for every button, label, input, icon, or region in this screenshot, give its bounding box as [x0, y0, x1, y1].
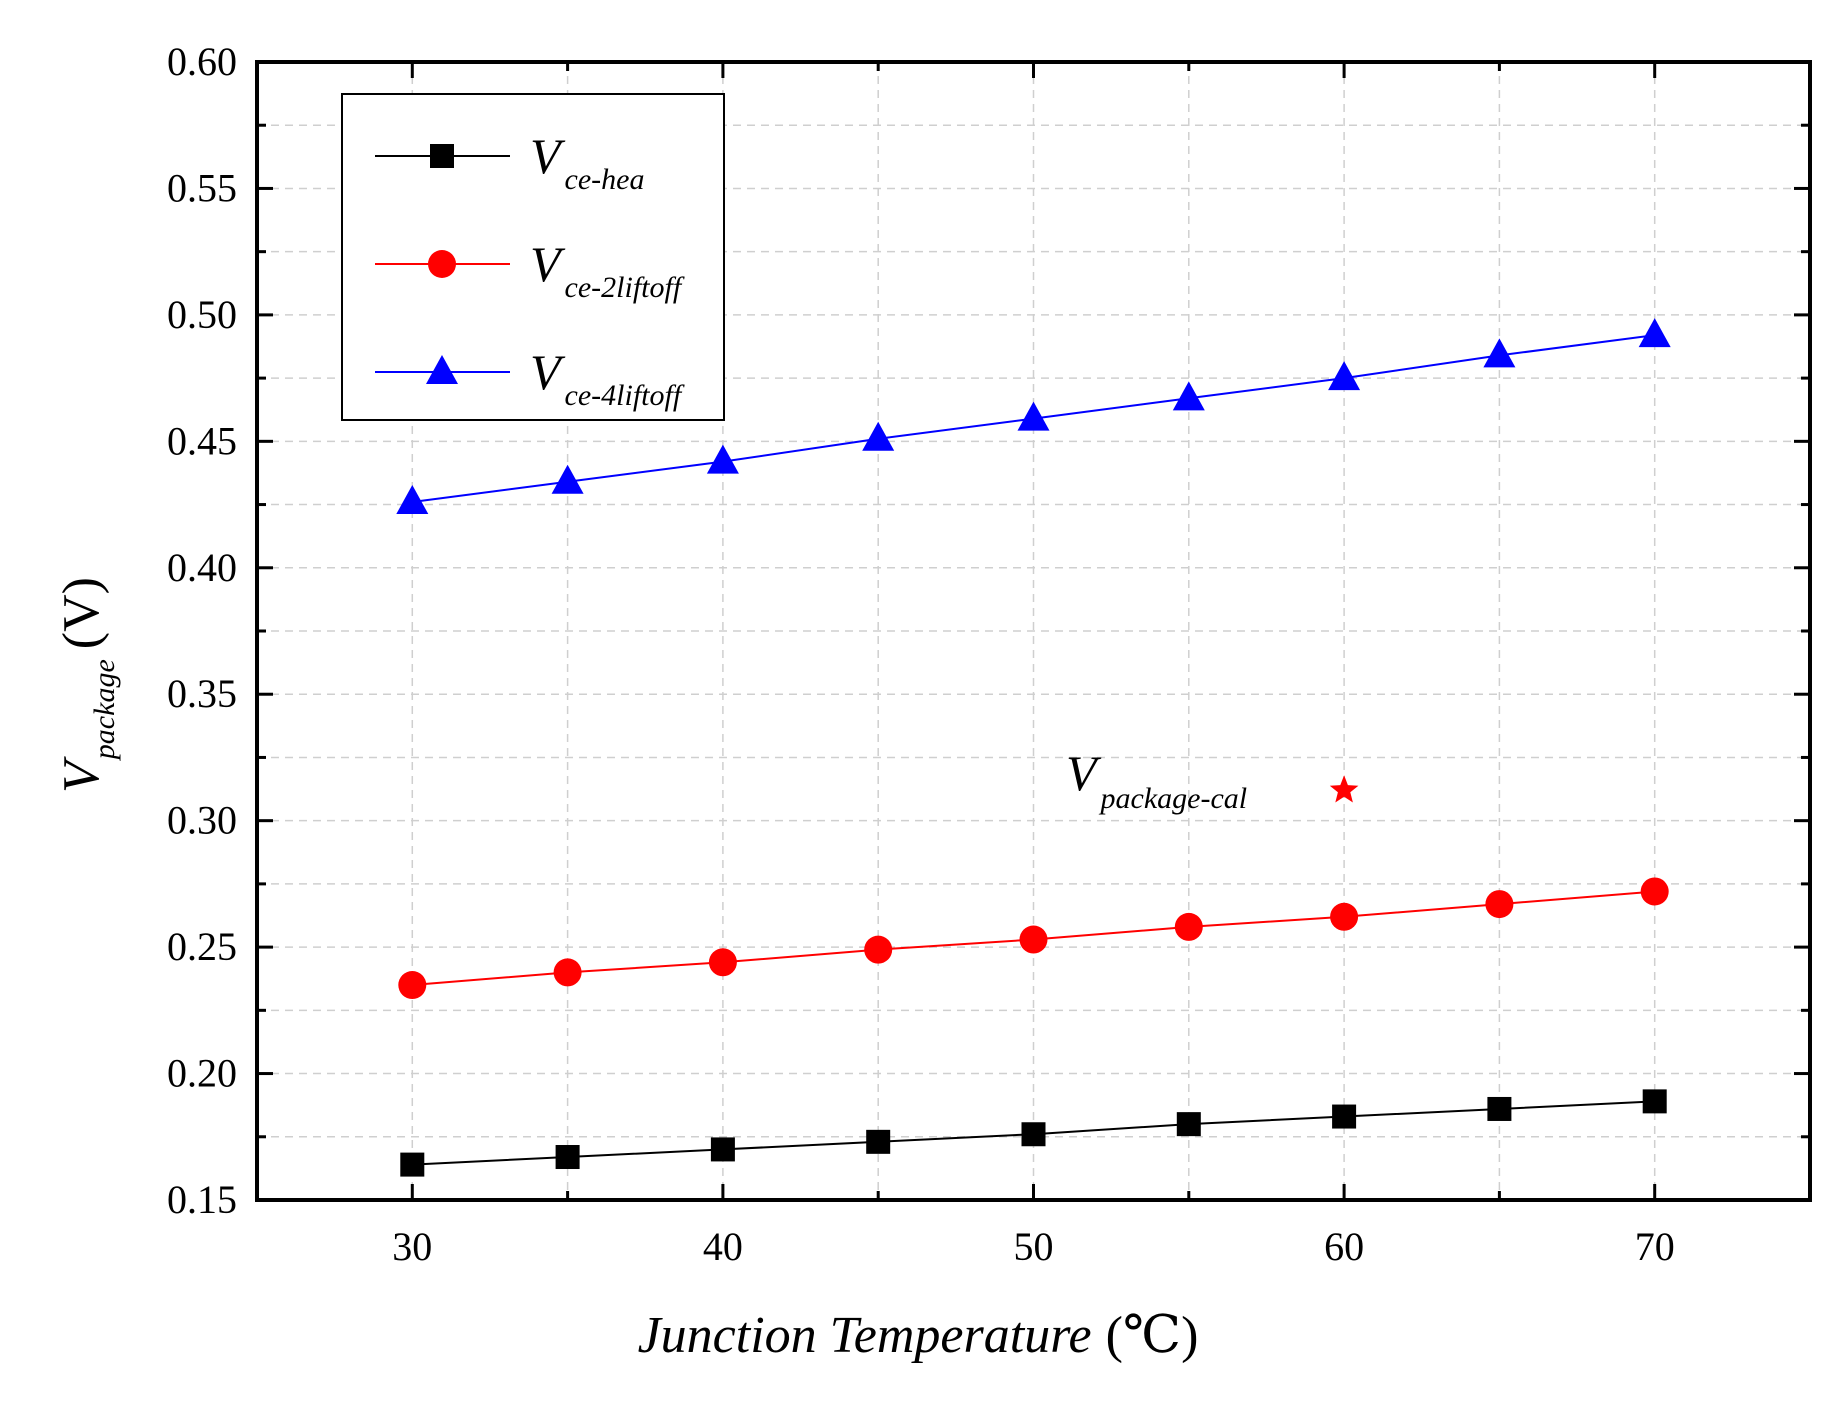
data-point [1021, 1122, 1046, 1147]
y-tick-label: 0.20 [167, 1051, 237, 1096]
x-tick-label: 60 [1324, 1224, 1364, 1269]
data-point [1487, 1096, 1512, 1121]
y-axis-title-unit: (V) [53, 577, 110, 649]
legend-label-sub: ce-2liftoff [565, 271, 685, 304]
series-3 [396, 318, 1671, 515]
x-tick-label: 40 [703, 1224, 743, 1269]
data-point [400, 1152, 425, 1177]
series-layer [396, 318, 1671, 1177]
y-tick-label: 0.50 [167, 292, 237, 337]
data-point [864, 935, 893, 964]
y-tick-label: 0.15 [167, 1177, 237, 1222]
y-axis-title-sub: package [88, 659, 121, 761]
y-tick-label: 0.55 [167, 165, 237, 210]
plot-area-frame [255, 60, 1812, 1202]
data-point [710, 1137, 735, 1162]
data-point [396, 485, 429, 515]
y-axis-title-main: V [53, 756, 110, 793]
data-point [866, 1129, 891, 1154]
y-tick-label: 0.40 [167, 545, 237, 590]
annotation-sub: package-cal [1099, 782, 1248, 815]
data-point [708, 948, 737, 977]
x-tick-label: 50 [1014, 1224, 1054, 1269]
x-axis-title-main: Junction Temperature [638, 1307, 1092, 1364]
y-tick-label: 0.60 [167, 39, 237, 84]
y-tick-label: 0.45 [167, 418, 237, 463]
data-point [1330, 902, 1359, 931]
data-point [1328, 361, 1361, 391]
y-axis-title: Vpackage (V) [53, 577, 121, 793]
data-point [555, 1145, 580, 1170]
legend-label-main: V [530, 128, 566, 184]
series-2 [398, 877, 1669, 1000]
legend-label-main: V [530, 344, 566, 400]
annotation-star-marker [1329, 775, 1359, 803]
y-tick-label: 0.30 [167, 798, 237, 843]
legend-marker [428, 250, 456, 278]
legend-box [341, 93, 725, 421]
data-point [1640, 877, 1669, 906]
data-point [553, 958, 582, 987]
y-axis-ticks: 0.15 0.20 0.25 0.30 0.35 0.40 0.45 0.50 0.55 0.60 [167, 39, 237, 1222]
series-1 [400, 1089, 1667, 1177]
data-point [398, 971, 427, 1000]
data-point [1176, 1112, 1201, 1137]
x-axis-title: Junction Temperature (℃) [638, 1307, 1199, 1364]
x-axis-ticks: 30 40 50 60 70 [392, 1224, 1674, 1269]
y-tick-label: 0.25 [167, 924, 237, 969]
annotation-main: V [1066, 745, 1102, 801]
data-point [1638, 318, 1671, 348]
x-axis-title-unit: (℃) [1106, 1307, 1199, 1364]
data-point [706, 444, 739, 474]
data-point [862, 421, 895, 451]
data-point [1019, 925, 1048, 954]
legend-label-main: V [530, 236, 566, 292]
x-tick-label: 30 [392, 1224, 432, 1269]
legend-label-sub: ce-4liftoff [565, 379, 685, 412]
data-point [1172, 381, 1205, 411]
legend-label-sub: ce-hea [565, 163, 645, 196]
data-point [551, 464, 584, 494]
grid [257, 62, 1810, 1200]
legend-marker [430, 144, 454, 168]
data-point [1485, 890, 1514, 919]
data-point [1642, 1089, 1667, 1114]
data-point [1017, 401, 1050, 431]
y-tick-label: 0.35 [167, 671, 237, 716]
data-point [1332, 1104, 1357, 1129]
legend-marker [426, 355, 458, 384]
data-point [1483, 338, 1516, 368]
x-tick-label: 70 [1635, 1224, 1675, 1269]
data-point [1174, 912, 1203, 941]
